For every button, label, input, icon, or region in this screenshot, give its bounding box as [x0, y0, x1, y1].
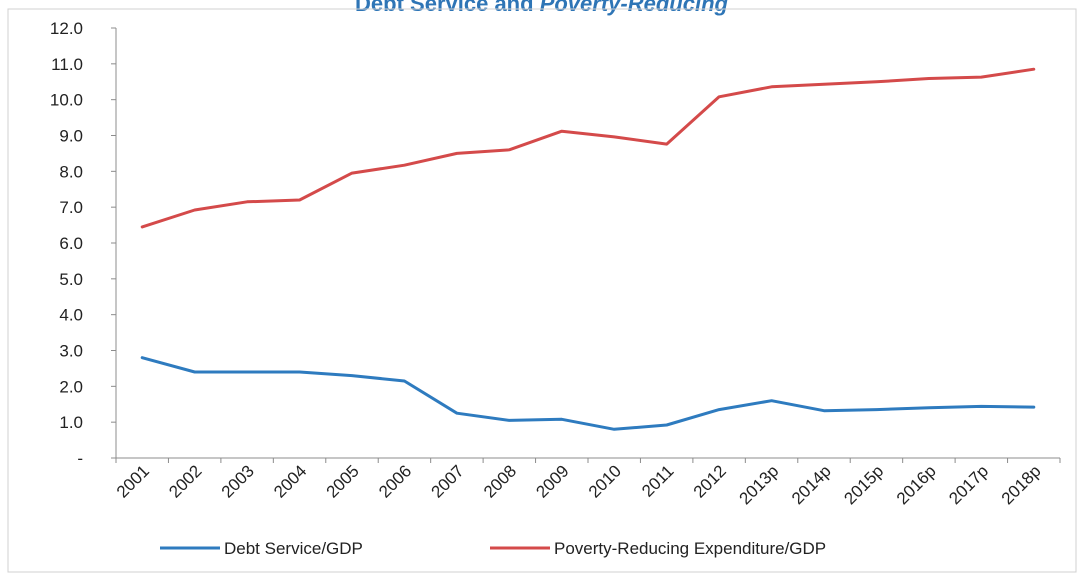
y-tick-label: 6.0 — [59, 234, 83, 253]
x-tick-label: 2017p — [945, 461, 992, 508]
chart-border — [7, 8, 1077, 573]
x-tick-label: 2013p — [736, 461, 783, 508]
y-tick-label: 7.0 — [59, 198, 83, 217]
x-tick-label: 2010 — [585, 461, 625, 501]
y-tick-label: 5.0 — [59, 270, 83, 289]
x-tick-label: 2005 — [323, 461, 363, 501]
x-tick-label: 2008 — [480, 461, 520, 501]
chart-title-part2: Poverty-Reducing — [539, 0, 728, 16]
x-tick-label: 2014p — [788, 461, 835, 508]
y-tick-label: 1.0 — [59, 413, 83, 432]
y-tick-label: 11.0 — [51, 55, 83, 74]
x-tick-label: 2012 — [690, 461, 730, 501]
y-tick-label: 4.0 — [59, 306, 83, 325]
x-tick-label: 2003 — [218, 461, 258, 501]
y-tick-label: 12.0 — [50, 19, 83, 38]
legend-label-1: Poverty-Reducing Expenditure/GDP — [554, 539, 826, 558]
y-tick-label: - — [77, 449, 83, 468]
x-tick-label: 2002 — [165, 461, 205, 501]
x-tick-label: 2006 — [375, 461, 415, 501]
x-tick-label: 2009 — [532, 461, 572, 501]
chart-title-part1: Debt Service and — [355, 0, 534, 16]
x-tick-label: 2018p — [998, 461, 1045, 508]
x-tick-label: 2007 — [428, 461, 468, 501]
y-tick-label: 2.0 — [59, 377, 83, 396]
x-tick-label: 2001 — [113, 461, 153, 501]
y-tick-label: 3.0 — [59, 342, 83, 361]
y-tick-label: 9.0 — [59, 127, 83, 146]
y-tick-label: 10.0 — [50, 91, 83, 110]
y-tick-label: 8.0 — [59, 162, 83, 181]
series-line-0 — [140, 356, 1036, 431]
series-line-1 — [140, 67, 1036, 229]
x-tick-label: 2004 — [270, 461, 310, 501]
x-tick-label: 2011 — [638, 461, 677, 500]
legend-label-0: Debt Service/GDP — [224, 539, 363, 558]
chart-title: Debt Service and Poverty-Reducing — [0, 0, 1083, 17]
x-tick-label: 2015p — [840, 461, 887, 508]
x-tick-label: 2016p — [893, 461, 940, 508]
